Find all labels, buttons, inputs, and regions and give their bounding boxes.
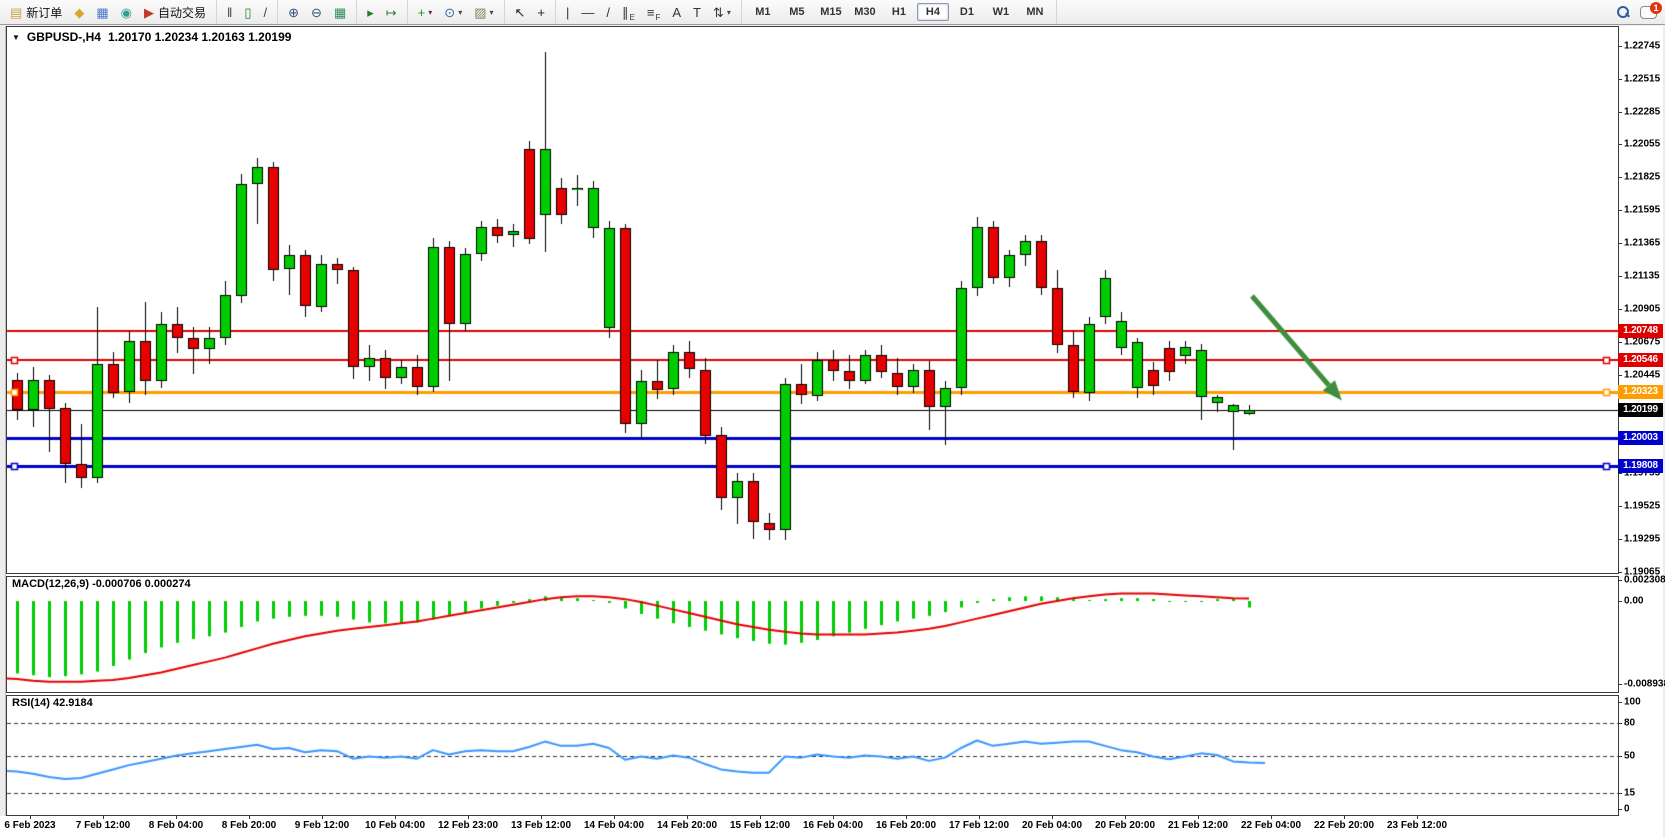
line-chart-icon[interactable]: /	[259, 1, 273, 23]
vertical-line-icon: |	[566, 4, 570, 20]
new-order-button[interactable]: ▤ 新订单	[5, 1, 67, 23]
toolbar-group-lines: | — / ∥ E ≡ F A T ⇅ ▾	[556, 0, 742, 24]
vertical-line-icon[interactable]: |	[561, 1, 574, 23]
timeframe-m5[interactable]: M5	[789, 6, 805, 18]
period-dropdown: ⊙	[444, 4, 456, 20]
period-dropdown[interactable]: ⊙ ▾	[439, 1, 467, 23]
toolbar-group-trade: ▤ 新订单 ◆ ▦ ◉ ▶ 自动交易	[0, 0, 217, 24]
main-chart-canvas[interactable]	[7, 27, 1618, 573]
window-right-frame	[1663, 26, 1665, 838]
auto-scroll-icon: ▸	[367, 4, 374, 20]
timeframe-m15[interactable]: M15	[820, 6, 842, 18]
chart-shift-icon[interactable]: ↦	[381, 1, 402, 23]
crosshair-icon[interactable]: +	[532, 1, 550, 23]
macd-canvas[interactable]	[7, 577, 1618, 692]
chart-window: ▼ GBPUSD-,H4 1.20170 1.20234 1.20163 1.2…	[0, 26, 1665, 838]
toolbar-group-zoom: ⊕ ⊖ ▦	[278, 0, 358, 24]
text-icon: A	[672, 4, 682, 20]
toolbar-group-cursor: ↖ +	[505, 0, 557, 24]
line-chart-icon: /	[263, 4, 268, 20]
auto-trading-button: ▶	[143, 4, 154, 20]
time-scale[interactable]	[0, 816, 1663, 838]
bar-chart-icon[interactable]: ‖	[222, 1, 237, 23]
main-chart-pane	[6, 26, 1619, 574]
timeframe-mn[interactable]: MN	[1026, 6, 1044, 18]
toolbar-group-timeframes: M1 M5 M15 M30 H1 H4 D1 W1 MN	[742, 0, 1057, 24]
new-chart-button: +	[417, 4, 426, 20]
channel-icon[interactable]: ∥ E	[622, 4, 635, 23]
timeframe-w1[interactable]: W1	[992, 6, 1010, 18]
zoom-out-icon: ⊖	[311, 4, 322, 20]
signals-icon: ◉	[120, 4, 132, 20]
arrows-dropdown[interactable]: ⇅ ▾	[708, 1, 736, 23]
auto-trading-button-label: 自动交易	[157, 5, 206, 20]
crosshair-icon: +	[537, 4, 546, 20]
cursor-icon[interactable]: ↖	[510, 1, 531, 23]
terminal-icon[interactable]: ▦	[91, 1, 113, 23]
zoom-out-icon[interactable]: ⊖	[306, 1, 327, 23]
charts-stack-icon[interactable]: ◆	[69, 1, 89, 23]
cursor-icon: ↖	[514, 4, 526, 20]
new-order-button: ▤	[10, 4, 23, 20]
charts-stack-icon: ◆	[74, 4, 85, 20]
zoom-in-icon: ⊕	[288, 4, 300, 20]
channel-icon: ∥	[622, 4, 629, 20]
toolbar-group-objects: + ▾ ⊙ ▾ ▨ ▾	[408, 0, 505, 24]
chart-symbol-period: GBPUSD-,H4	[26, 30, 101, 44]
toolbar-group-scroll: ▸ ↦	[357, 0, 408, 24]
fibonacci-icon[interactable]: ≡ F	[646, 4, 661, 23]
text-icon[interactable]: A	[667, 1, 686, 23]
chart-title: ▼ GBPUSD-,H4 1.20170 1.20234 1.20163 1.2…	[12, 30, 291, 44]
candlestick-chart-icon[interactable]: ▯	[239, 1, 256, 23]
new-order-button-label: 新订单	[26, 5, 63, 20]
toolbar: ▤ 新订单 ◆ ▦ ◉ ▶ 自动交易 ‖ ▯ / ⊕ ⊖ ▦ ▸ ↦ + ▾ ⊙ ▾ ▨ ▾ ↖ + | — / ∥ E ≡ F A T ⇅ ▾ M…	[0, 0, 1665, 25]
timeframe-m1[interactable]: M1	[755, 6, 771, 18]
bar-chart-icon: ‖	[226, 4, 233, 20]
chart-ohlc-values: 1.20170 1.20234 1.20163 1.20199	[107, 30, 292, 44]
trendline-icon: /	[606, 4, 611, 20]
timeframe-h1[interactable]: H1	[891, 6, 906, 18]
fibonacci-icon: ≡	[646, 4, 655, 20]
chart-dropdown-icon[interactable]: ▼	[12, 32, 20, 42]
window-left-frame	[0, 26, 6, 838]
arrows-dropdown: ⇅	[712, 4, 724, 20]
toolbar-right: 1	[1616, 1, 1665, 19]
rsi-pane	[6, 695, 1619, 816]
horizontal-line-icon[interactable]: —	[576, 1, 599, 23]
template-dropdown: ▨	[474, 4, 487, 20]
new-chart-button[interactable]: + ▾	[413, 1, 438, 23]
chevron-down-icon: ▾	[726, 7, 731, 17]
zoom-in-icon[interactable]: ⊕	[283, 1, 304, 23]
signals-icon[interactable]: ◉	[116, 1, 137, 23]
timeframe-m30[interactable]: M30	[854, 6, 876, 18]
price-scale[interactable]	[1619, 26, 1663, 838]
search-icon[interactable]	[1616, 5, 1630, 19]
tile-windows-icon: ▦	[333, 4, 347, 20]
timeframe-h4[interactable]: H4	[916, 3, 949, 21]
notification-badge: 1	[1650, 1, 1662, 14]
template-dropdown[interactable]: ▨ ▾	[469, 1, 498, 23]
rsi-canvas[interactable]	[7, 696, 1618, 815]
trendline-icon[interactable]: /	[601, 1, 615, 23]
terminal-icon: ▦	[96, 4, 109, 20]
macd-pane	[6, 576, 1619, 693]
macd-indicator-label: MACD(12,26,9) -0.000706 0.000274	[12, 578, 191, 590]
tile-windows-icon[interactable]: ▦	[329, 1, 351, 23]
rsi-indicator-label: RSI(14) 42.9184	[12, 697, 93, 709]
chevron-down-icon: ▾	[428, 7, 433, 17]
timeframe-d1[interactable]: D1	[959, 6, 974, 18]
notifications-icon[interactable]: 1	[1640, 1, 1662, 19]
label-icon: T	[693, 4, 701, 20]
label-icon[interactable]: T	[688, 1, 706, 23]
chevron-down-icon: ▾	[458, 7, 463, 17]
candlestick-chart-icon: ▯	[244, 4, 252, 20]
chevron-down-icon: ▾	[489, 7, 494, 17]
chart-shift-icon: ↦	[385, 4, 397, 20]
toolbar-group-chart-types: ‖ ▯ /	[217, 0, 279, 24]
auto-scroll-icon[interactable]: ▸	[362, 1, 379, 23]
auto-trading-button[interactable]: ▶ 自动交易	[139, 1, 211, 23]
horizontal-line-icon: —	[581, 4, 595, 20]
